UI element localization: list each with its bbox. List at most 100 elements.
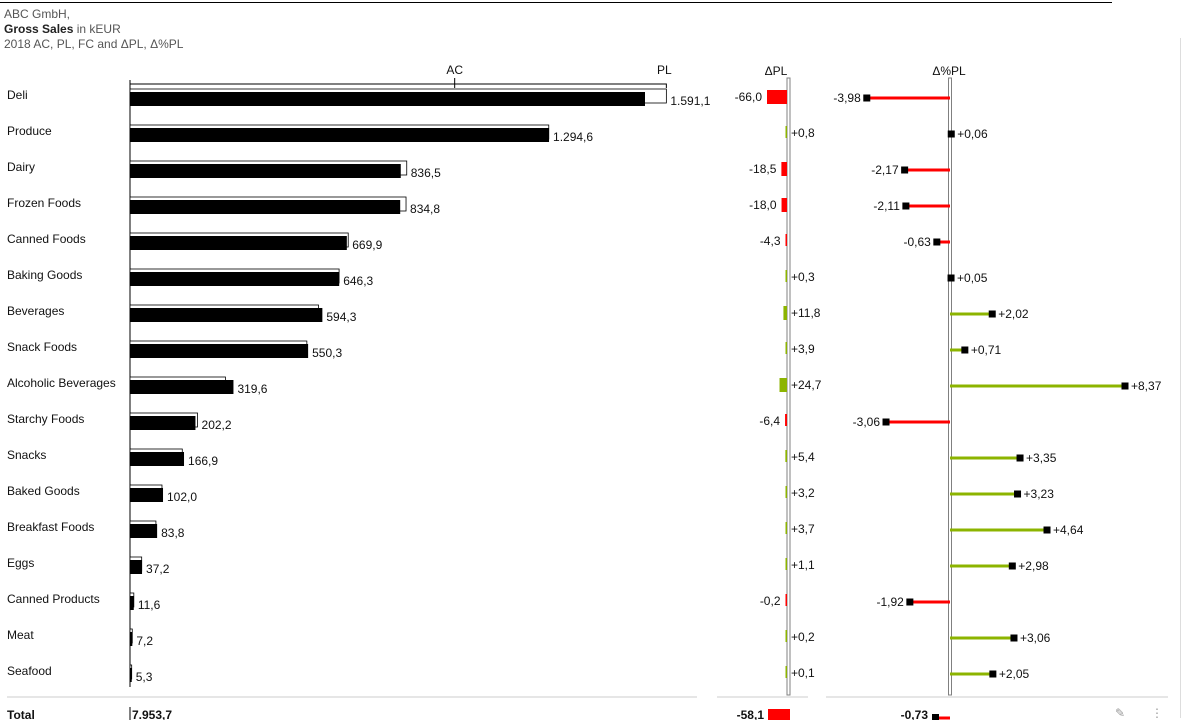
dpl-value-label: -0,2 [760, 594, 781, 608]
ac-value-label: 1.591,1 [670, 94, 710, 108]
dpl-bar [785, 522, 787, 534]
dpl-value-label: +3,9 [791, 342, 815, 356]
dpct-value-label: +2,05 [999, 667, 1030, 681]
corner-icons: ✎ ⋮ [1089, 706, 1163, 720]
dpl-bar [785, 630, 787, 642]
category-label: Baked Goods [7, 484, 80, 498]
dpl-value-label: -18,0 [749, 198, 777, 212]
ac-bar [130, 488, 164, 502]
dpl-value-label: +3,7 [791, 522, 815, 536]
dpl-value-label: +5,4 [791, 450, 815, 464]
ac-bar [130, 344, 309, 358]
ac-bar [130, 200, 401, 214]
dpl-bar [785, 414, 787, 426]
ac-bar [130, 452, 185, 466]
total-dpct-value: -0,73 [901, 708, 929, 720]
dpl-value-label: -4,3 [760, 234, 781, 248]
dpct-pin-head [1008, 562, 1016, 570]
ac-value-label: 102,0 [167, 490, 197, 504]
dpct-value-label: +3,06 [1020, 631, 1051, 645]
category-label: Canned Foods [7, 232, 86, 246]
chart-header: ABC GmbH, Gross Sales in kEUR 2018 AC, P… [4, 7, 183, 52]
ac-bar [130, 236, 347, 250]
dpct-value-label: -1,92 [876, 595, 904, 609]
dpl-value-label: +3,2 [791, 486, 815, 500]
total-dpl-bar [768, 709, 790, 720]
dpct-value-label: -3,06 [853, 415, 881, 429]
category-label: Beverages [7, 304, 64, 318]
ac-value-label: 836,5 [411, 166, 441, 180]
dpl-axis [786, 77, 791, 696]
ac-bar [130, 272, 340, 286]
dpl-bar [785, 450, 787, 462]
dpct-pin-head [863, 94, 871, 102]
dpct-pin-head [947, 274, 955, 282]
total-dpl-value: -58,1 [737, 708, 765, 720]
dpl-value-label: +11,8 [791, 306, 821, 320]
dpct-pin-head [901, 166, 909, 174]
dpct-pin-head [882, 418, 890, 426]
ac-bar [130, 560, 143, 574]
dpct-pin-head [1014, 490, 1022, 498]
measure-name: Gross Sales [4, 22, 74, 36]
unit-label: in kEUR [76, 22, 121, 36]
ac-bar [130, 596, 134, 610]
ac-bar [130, 380, 234, 394]
dpl-bar [785, 270, 787, 282]
category-label: Dairy [7, 160, 35, 174]
category-label: Snack Foods [7, 340, 77, 354]
category-label: Starchy Foods [7, 412, 84, 426]
dpl-header: ΔPL [765, 64, 788, 78]
ac-value-label: 7,2 [136, 634, 153, 648]
ac-bar [130, 92, 645, 106]
total-label: Total [7, 708, 35, 720]
category-label: Baking Goods [7, 268, 82, 282]
more-icon[interactable]: ⋮ [1151, 706, 1163, 720]
dpl-bar [785, 234, 787, 246]
ac-value-label: 594,3 [326, 310, 356, 324]
dpl-bar [785, 666, 787, 678]
category-label: Breakfast Foods [7, 520, 94, 534]
dpct-value-label: -2,17 [871, 163, 899, 177]
dpct-value-label: +3,23 [1024, 487, 1055, 501]
dpct-pin-head [933, 238, 941, 246]
dpct-value-label: +0,05 [957, 271, 988, 285]
dpct-pin-head [1016, 454, 1024, 462]
ac-value-label: 83,8 [161, 526, 185, 540]
dpct-pin-head [906, 598, 914, 606]
dpl-value-label: +1,1 [791, 558, 815, 572]
measure-line: Gross Sales in kEUR [4, 22, 183, 37]
ac-value-label: 202,2 [202, 418, 232, 432]
dpl-bar [785, 558, 787, 570]
ac-value-label: 834,8 [410, 202, 440, 216]
pl-header: PL [657, 63, 672, 77]
dpl-bar [785, 126, 787, 138]
dpct-value-label: +2,98 [1018, 559, 1049, 573]
category-label: Snacks [7, 448, 46, 462]
edit-icon[interactable]: ✎ [1114, 706, 1125, 720]
ac-value-label: 550,3 [312, 346, 342, 360]
dpct-pin-head [902, 202, 910, 210]
total-dpct-pin-head [932, 714, 939, 720]
category-label: Alcoholic Beverages [7, 376, 116, 390]
dpct-pin-head [988, 310, 996, 318]
ac-value-label: 319,6 [237, 382, 267, 396]
ac-bar [130, 308, 323, 322]
category-label: Canned Products [7, 592, 100, 606]
dpl-bar [785, 342, 787, 354]
ac-value-label: 11,6 [138, 598, 161, 612]
dpct-value-label: +2,02 [998, 307, 1029, 321]
dpl-value-label: +0,1 [791, 666, 815, 680]
dpct-value-label: +0,06 [957, 127, 988, 141]
ac-bar [130, 164, 401, 178]
ac-value-label: 669,9 [352, 238, 382, 252]
dpl-bar [767, 90, 787, 104]
ac-bar [130, 128, 550, 142]
category-label: Produce [7, 124, 52, 138]
top-rule [0, 2, 1112, 3]
dpct-pin-head [1043, 526, 1051, 534]
ac-value-label: 166,9 [188, 454, 218, 468]
dpl-value-label: +0,2 [791, 630, 815, 644]
dpct-value-label: +8,37 [1131, 379, 1162, 393]
